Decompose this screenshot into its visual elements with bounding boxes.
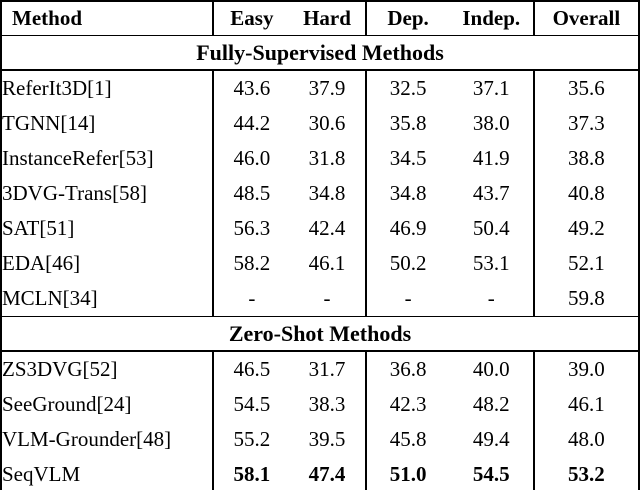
method-row: EDA[46] 58.2 46.1 50.2 53.1 52.1 — [1, 246, 639, 281]
value-easy: 55.2 — [233, 427, 271, 451]
value-dep: 50.2 — [389, 251, 427, 275]
value-overall: 59.8 — [568, 286, 605, 310]
method-name: MCLN[34] — [1, 281, 215, 317]
value-indep: 53.1 — [449, 246, 535, 281]
value-indep: 40.0 — [449, 351, 535, 387]
value-easy: 46.5 — [233, 357, 271, 381]
value-easy: - — [248, 286, 256, 310]
value-hard: 37.9 — [289, 70, 367, 106]
value-hard: 31.7 — [289, 351, 367, 387]
value-easy: 56.3 — [233, 216, 271, 240]
value-indep: 48.2 — [449, 387, 535, 422]
value-overall: 35.6 — [568, 76, 605, 100]
table-header-row: Method Easy Hard Dep. Indep. Overall — [1, 1, 639, 36]
column-header-easy: Easy — [213, 1, 290, 36]
column-header-hard: Hard — [289, 1, 367, 36]
method-name: ReferIt3D[1] — [1, 70, 215, 106]
method-row: TGNN[14] 44.2 30.6 35.8 38.0 37.3 — [1, 106, 639, 141]
value-dep: 32.5 — [389, 76, 427, 100]
value-indep: 37.1 — [449, 70, 535, 106]
value-overall: 38.8 — [568, 146, 605, 170]
column-header-dep: Dep. — [365, 1, 450, 36]
method-name: 3DVG-Trans[58] — [1, 176, 215, 211]
value-overall: 49.2 — [568, 216, 605, 240]
method-name: EDA[46] — [1, 246, 215, 281]
method-name: InstanceRefer[53] — [1, 141, 215, 176]
table-header: Method Easy Hard Dep. Indep. Overall — [1, 1, 639, 36]
value-hard: 47.4 — [289, 457, 367, 490]
value-hard: - — [289, 281, 367, 317]
value-easy: 46.0 — [233, 146, 271, 170]
value-easy: 44.2 — [233, 111, 271, 135]
table-body: Fully-Supervised Methods ReferIt3D[1] 43.6… — [1, 35, 639, 490]
method-name: SAT[51] — [1, 211, 215, 246]
value-indep: 43.7 — [449, 176, 535, 211]
value-easy: 58.1 — [233, 462, 271, 486]
value-dep: 34.8 — [389, 181, 427, 205]
method-name: TGNN[14] — [1, 106, 215, 141]
value-dep: 45.8 — [389, 427, 427, 451]
value-dep: 36.8 — [389, 357, 427, 381]
value-dep: - — [404, 286, 412, 310]
method-row: SAT[51] 56.3 42.4 46.9 50.4 49.2 — [1, 211, 639, 246]
method-name: SeqVLM — [1, 457, 215, 490]
value-dep: 42.3 — [389, 392, 427, 416]
column-header-method: Method — [1, 1, 215, 36]
value-easy: 43.6 — [233, 76, 271, 100]
value-hard: 31.8 — [289, 141, 367, 176]
method-row: ZS3DVG[52] 46.5 31.7 36.8 40.0 39.0 — [1, 351, 639, 387]
section-header-row: Zero-Shot Methods — [1, 316, 639, 352]
value-hard: 42.4 — [289, 211, 367, 246]
value-indep: 49.4 — [449, 422, 535, 457]
value-easy: 48.5 — [233, 181, 271, 205]
value-overall: 48.0 — [568, 427, 605, 451]
value-overall: 39.0 — [568, 357, 605, 381]
method-row: SeqVLM 58.1 47.4 51.0 54.5 53.2 — [1, 457, 639, 490]
value-indep: 54.5 — [449, 457, 535, 490]
method-row: 3DVG-Trans[58] 48.5 34.8 34.8 43.7 40.8 — [1, 176, 639, 211]
value-easy: 54.5 — [233, 392, 271, 416]
value-easy: 58.2 — [233, 251, 271, 275]
value-hard: 39.5 — [289, 422, 367, 457]
method-row: MCLN[34] - - - - 59.8 — [1, 281, 639, 317]
section-header-row: Fully-Supervised Methods — [1, 35, 639, 71]
method-name: SeeGround[24] — [1, 387, 215, 422]
method-row: ReferIt3D[1] 43.6 37.9 32.5 37.1 35.6 — [1, 70, 639, 106]
value-overall: 40.8 — [568, 181, 605, 205]
value-indep: 50.4 — [449, 211, 535, 246]
value-overall: 52.1 — [568, 251, 605, 275]
value-indep: 41.9 — [449, 141, 535, 176]
value-dep: 34.5 — [389, 146, 427, 170]
value-indep: 38.0 — [449, 106, 535, 141]
section-title: Zero-Shot Methods — [1, 316, 639, 352]
section-title: Fully-Supervised Methods — [1, 35, 639, 71]
column-header-overall: Overall — [533, 1, 639, 36]
value-hard: 30.6 — [289, 106, 367, 141]
value-overall: 46.1 — [568, 392, 605, 416]
value-hard: 34.8 — [289, 176, 367, 211]
value-hard: 46.1 — [289, 246, 367, 281]
method-row: VLM-Grounder[48] 55.2 39.5 45.8 49.4 48.0 — [1, 422, 639, 457]
method-name: ZS3DVG[52] — [1, 351, 215, 387]
method-name: VLM-Grounder[48] — [1, 422, 215, 457]
column-header-indep: Indep. — [449, 1, 535, 36]
value-hard: 38.3 — [289, 387, 367, 422]
value-overall: 37.3 — [568, 111, 605, 135]
value-dep: 35.8 — [389, 111, 427, 135]
value-dep: 46.9 — [389, 216, 427, 240]
value-dep: 51.0 — [389, 462, 427, 486]
value-indep: - — [449, 281, 535, 317]
value-overall: 53.2 — [568, 462, 605, 486]
method-row: SeeGround[24] 54.5 38.3 42.3 48.2 46.1 — [1, 387, 639, 422]
method-row: InstanceRefer[53] 46.0 31.8 34.5 41.9 38.8 — [1, 141, 639, 176]
